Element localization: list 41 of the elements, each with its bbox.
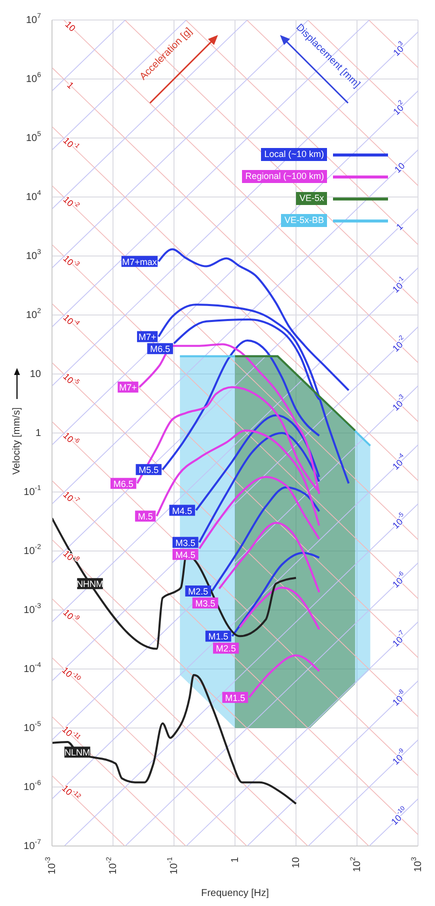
y-tick-label: 10$^{3}$ bbox=[26, 249, 42, 262]
annotation: M7+ bbox=[138, 332, 156, 342]
annotation: M6.5 bbox=[150, 344, 170, 354]
annotation: M.5 bbox=[138, 512, 153, 522]
text: Local (~10 km) bbox=[261, 148, 327, 161]
annotation: M6.5 bbox=[113, 478, 134, 489]
annotation: M2.5 bbox=[188, 586, 208, 596]
annotation: M7+max bbox=[122, 256, 158, 267]
y-tick-label: 10$^{6}$ bbox=[26, 72, 42, 84]
y-tick-label: 10$^{-2}$ bbox=[24, 544, 42, 556]
y-tick-label: 10$^{-7}$ bbox=[24, 839, 42, 852]
annotation: M1.5 bbox=[225, 692, 246, 703]
annotation: M3.5 bbox=[175, 538, 196, 548]
text: VE-5x bbox=[296, 192, 327, 205]
annotation: M1.5 bbox=[208, 632, 228, 642]
x-axis-title: Frequency [Hz] bbox=[201, 888, 270, 899]
y-tick-label: 10$^{-5}$ bbox=[24, 721, 42, 734]
annotation: 1 bbox=[394, 221, 405, 232]
annotation: 10 bbox=[392, 160, 407, 175]
annotation: 10 bbox=[63, 19, 78, 34]
y-tick-label: 10$^{2}$ bbox=[26, 308, 42, 320]
annotation: 1 bbox=[65, 80, 76, 91]
y-tick-label: 10 bbox=[30, 368, 42, 380]
y-axis-title: Velocity [mm/s] bbox=[12, 407, 22, 475]
y-tick-label: 10$^{-6}$ bbox=[24, 780, 42, 792]
text: Regional (~100 km) bbox=[242, 170, 327, 183]
annotation: M2.5 bbox=[216, 644, 236, 654]
x-tick-label: 1 bbox=[230, 856, 240, 863]
y-tick-label: 10$^{4}$ bbox=[26, 190, 42, 202]
y-tick-label: 10$^{-1}$ bbox=[24, 485, 42, 498]
annotation: M5.5 bbox=[138, 465, 159, 476]
x-tick-label: 10 bbox=[290, 856, 302, 868]
y-tick-label: 1 bbox=[35, 428, 42, 438]
annotation: M3.5 bbox=[195, 598, 216, 608]
text: VE-5x-BB bbox=[281, 214, 327, 227]
y-tick-label: 10$^{-4}$ bbox=[24, 662, 42, 674]
annotation: M7+ bbox=[119, 382, 137, 393]
annotation: M4.5 bbox=[172, 506, 192, 516]
y-tick-label: 10$^{7}$ bbox=[26, 13, 42, 26]
y-tick-label: 10$^{-3}$ bbox=[24, 603, 42, 616]
y-tick-label: 10$^{5}$ bbox=[26, 131, 42, 144]
